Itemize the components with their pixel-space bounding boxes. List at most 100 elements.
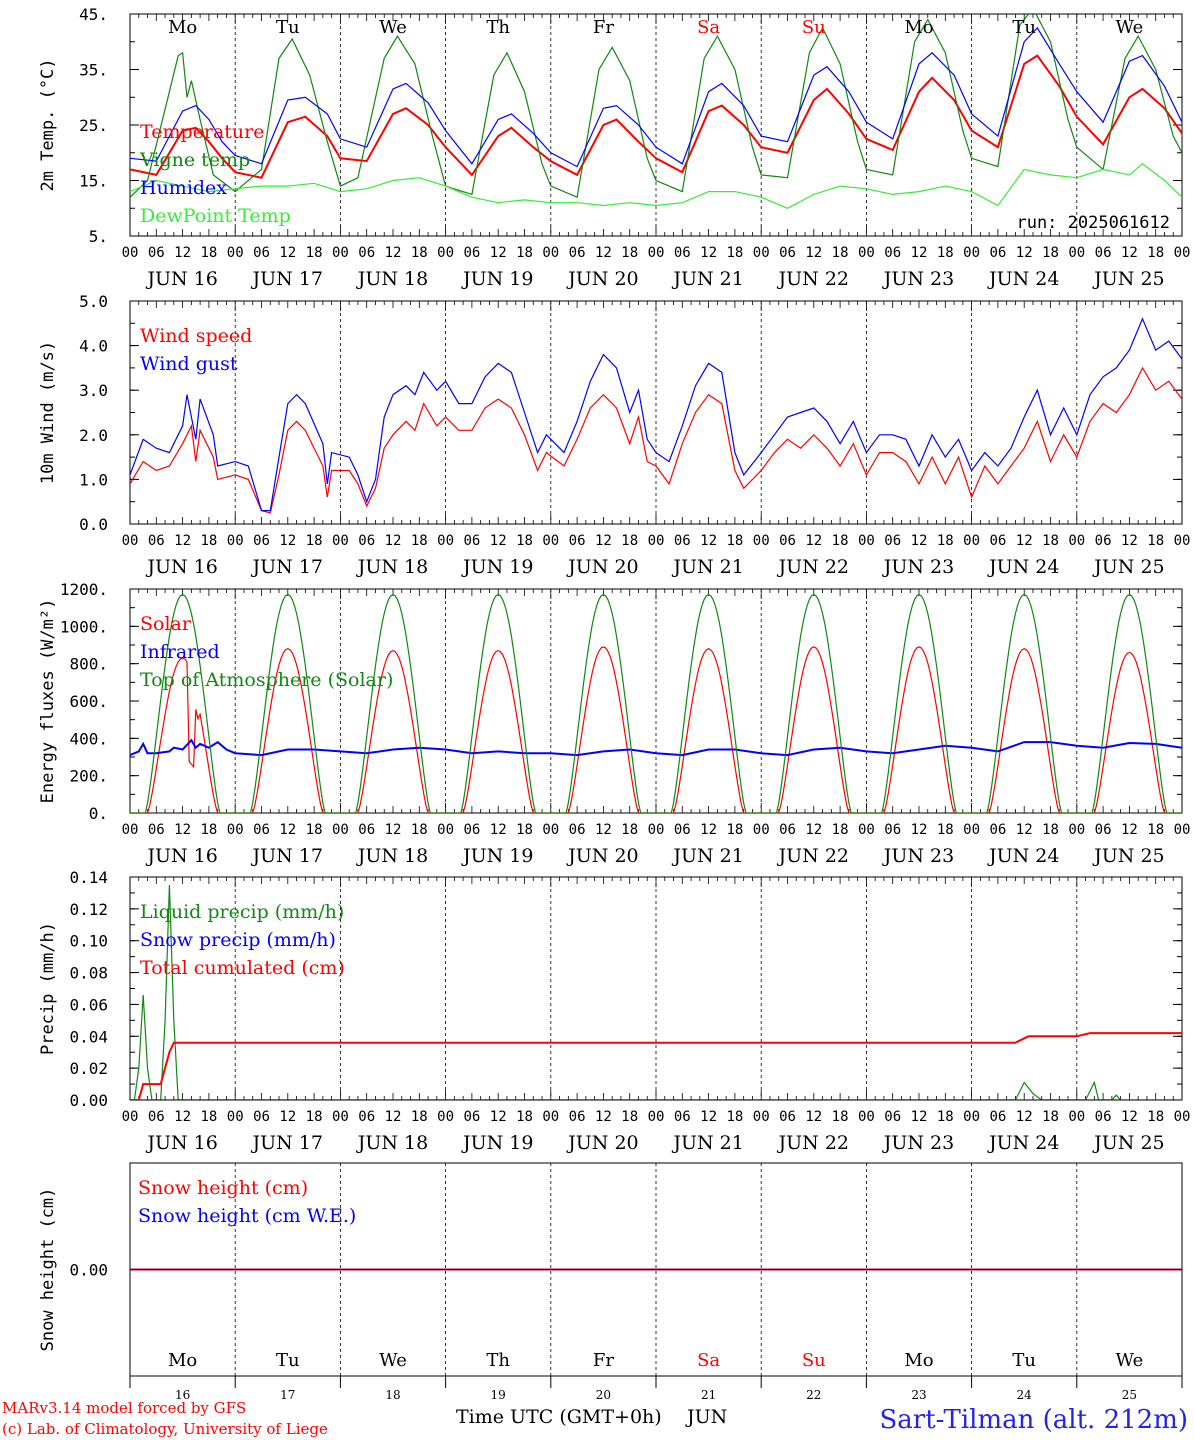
x-hour-label: 00 [858, 533, 875, 549]
x-hour-label: 06 [779, 1109, 796, 1125]
x-hour-label: 12 [911, 1109, 928, 1125]
date-label: JUN 22 [777, 268, 849, 290]
date-label: JUN 20 [566, 556, 638, 578]
date-label: JUN 24 [987, 845, 1059, 867]
y-axis-title: 2m Temp. (°C) [38, 58, 58, 191]
panel-2: 0.0 1.0 2.0 3.0 4.0 5.0 10m Wind (m/s) 00 06 12 18… [38, 292, 1190, 578]
x-hour-label: 00 [227, 533, 244, 549]
y-tick-label: 5. [89, 227, 108, 246]
x-hour-label: 00 [753, 1109, 770, 1125]
legend-entry: Snow height (cm) [138, 1177, 308, 1199]
x-hour-label: 06 [674, 1109, 691, 1125]
y-tick-label: 600. [69, 692, 108, 711]
day-of-week-label: Mo [168, 17, 197, 38]
y-tick-label: 0.00 [69, 1091, 108, 1110]
y-tick-label: 0.14 [69, 868, 108, 887]
x-hour-label: 18 [832, 822, 849, 838]
x-hour-label: 06 [884, 1109, 901, 1125]
day-number-label: 21 [701, 1388, 716, 1402]
date-label: JUN 22 [777, 1132, 849, 1154]
x-hour-label: 06 [463, 822, 480, 838]
x-hour-label: 06 [779, 245, 796, 261]
x-hour-label: 12 [595, 533, 612, 549]
x-hour-label: 00 [542, 1109, 559, 1125]
x-hour-label: 00 [963, 533, 980, 549]
x-hour-label: 18 [1042, 533, 1059, 549]
date-label: JUN 19 [461, 845, 533, 867]
x-hour-label: 12 [1121, 822, 1138, 838]
x-hour-label: 12 [700, 245, 717, 261]
date-label: JUN 17 [251, 1132, 323, 1154]
date-label: JUN 19 [461, 556, 533, 578]
x-hour-label: 12 [1016, 822, 1033, 838]
x-hour-label: 00 [542, 533, 559, 549]
y-tick-label: 3.0 [79, 381, 108, 400]
legend-entry: Humidex [140, 177, 227, 199]
series-line-humidex [130, 26, 1182, 168]
x-hour-label: 06 [253, 822, 270, 838]
x-hour-label: 06 [463, 245, 480, 261]
x-axis-title: Time UTC (GMT+0h) [456, 1406, 662, 1428]
x-hour-label: 06 [148, 822, 165, 838]
day-number-label: 19 [491, 1388, 506, 1402]
x-hour-label: 18 [306, 245, 323, 261]
day-of-week-label: We [379, 17, 407, 38]
x-hour-label: 00 [437, 1109, 454, 1125]
x-hour-label: 06 [674, 822, 691, 838]
y-axis-title: 10m Wind (m/s) [38, 341, 58, 484]
x-hour-label: 18 [1147, 533, 1164, 549]
date-label: JUN 19 [461, 268, 533, 290]
date-label: JUN 25 [1092, 845, 1164, 867]
x-hour-label: 00 [858, 822, 875, 838]
y-tick-label: 35. [79, 61, 108, 80]
x-hour-label: 00 [753, 245, 770, 261]
x-hour-label: 12 [595, 1109, 612, 1125]
date-label: JUN 24 [987, 1132, 1059, 1154]
x-hour-label: 18 [937, 822, 954, 838]
date-label: JUN 21 [671, 556, 743, 578]
x-hour-label: 06 [779, 822, 796, 838]
x-hour-label: 00 [227, 1109, 244, 1125]
y-tick-label: 0.00 [69, 1261, 108, 1280]
legend-entry: Wind speed [140, 325, 252, 347]
day-number-label: 25 [1122, 1388, 1137, 1402]
series-line-top-of-atmosphere-solar- [130, 593, 1182, 813]
x-hour-label: 06 [358, 1109, 375, 1125]
x-hour-label: 12 [911, 245, 928, 261]
x-hour-label: 12 [385, 245, 402, 261]
y-tick-label: 0.04 [69, 1027, 108, 1046]
series-group [130, 14, 1182, 209]
date-label: JUN 18 [356, 1132, 428, 1154]
legend-entry: Temperature [140, 121, 264, 143]
y-axis-title: Energy fluxes (W/m²) [38, 599, 58, 804]
x-hour-label: 12 [385, 533, 402, 549]
date-label: JUN 22 [777, 845, 849, 867]
x-hour-label: 12 [490, 533, 507, 549]
date-label: JUN 19 [461, 1132, 533, 1154]
x-hour-label: 00 [332, 533, 349, 549]
x-hour-label: 18 [306, 822, 323, 838]
footer-lab-credit: (c) Lab. of Climatology, University of L… [2, 1420, 328, 1438]
day-of-week-label: Th [486, 17, 510, 38]
date-label: JUN 20 [566, 1132, 638, 1154]
x-hour-label: 12 [595, 822, 612, 838]
day-of-week-label: Fr [593, 1350, 614, 1371]
x-hour-label: 18 [832, 1109, 849, 1125]
x-hour-label: 18 [411, 533, 428, 549]
x-hour-label: 12 [279, 533, 296, 549]
x-hour-label: 18 [200, 822, 217, 838]
day-of-week-label: Su [802, 1350, 826, 1371]
x-hour-label: 00 [1068, 533, 1085, 549]
x-hour-label: 12 [700, 533, 717, 549]
date-label: JUN 21 [671, 845, 743, 867]
x-hour-label: 12 [490, 822, 507, 838]
x-hour-label: 06 [253, 533, 270, 549]
x-hour-label: 00 [122, 1109, 139, 1125]
x-hour-label: 12 [279, 822, 296, 838]
x-hour-label: 18 [621, 1109, 638, 1125]
legend-entry: DewPoint Temp [140, 205, 291, 227]
day-of-week-label: Mo [904, 17, 933, 38]
x-hour-label: 12 [700, 822, 717, 838]
x-hour-label: 06 [1095, 245, 1112, 261]
x-hour-label: 06 [569, 1109, 586, 1125]
